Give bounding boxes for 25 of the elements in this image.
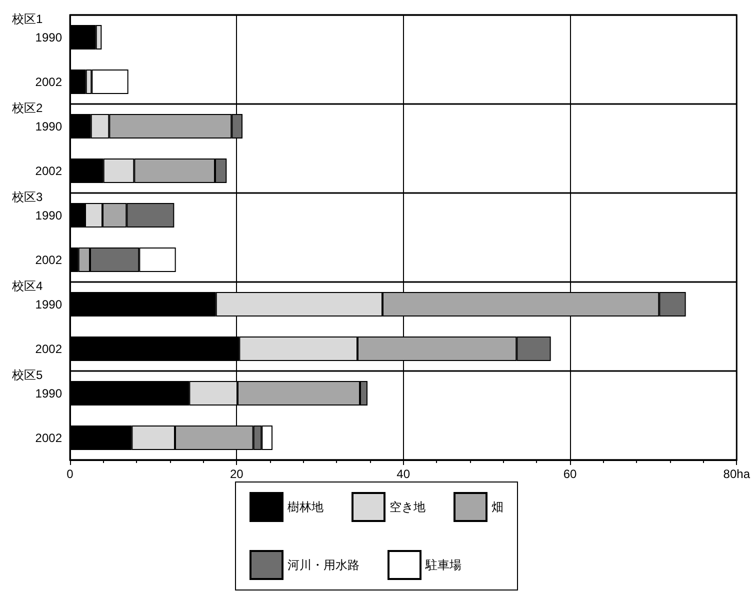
text: 校区2	[11, 101, 43, 115]
y-tick-label: 2002	[35, 342, 62, 356]
text: 校区1	[11, 12, 43, 26]
legend-label: 畑	[492, 500, 504, 514]
y-tick-label: 1990	[35, 297, 62, 312]
x-tick-label: 40	[396, 467, 410, 481]
text: 校区5	[11, 368, 43, 382]
legend-label: 河川・用水路	[288, 558, 360, 572]
x-tick-label: 80ha	[723, 467, 750, 481]
y-tick-label: 1990	[35, 208, 62, 222]
y-tick-label: 1990	[35, 386, 62, 400]
y-tick-label: 2002	[35, 164, 62, 178]
legend-label: 樹林地	[288, 500, 324, 514]
x-tick-label: 20	[230, 467, 244, 481]
y-tick-label: 1990	[35, 30, 62, 44]
y-tick-label: 1990	[35, 119, 62, 134]
text: 校区4	[11, 279, 43, 293]
y-tick-label: 2002	[35, 74, 62, 89]
legend-label: 駐車場	[424, 558, 462, 572]
x-tick-label: 0	[66, 467, 74, 481]
x-tick-label: 60	[563, 467, 577, 481]
text: 校区3	[11, 190, 43, 204]
y-tick-label: 2002	[35, 252, 62, 267]
legend-label: 空き地	[390, 500, 426, 514]
y-tick-label: 2002	[35, 430, 62, 445]
